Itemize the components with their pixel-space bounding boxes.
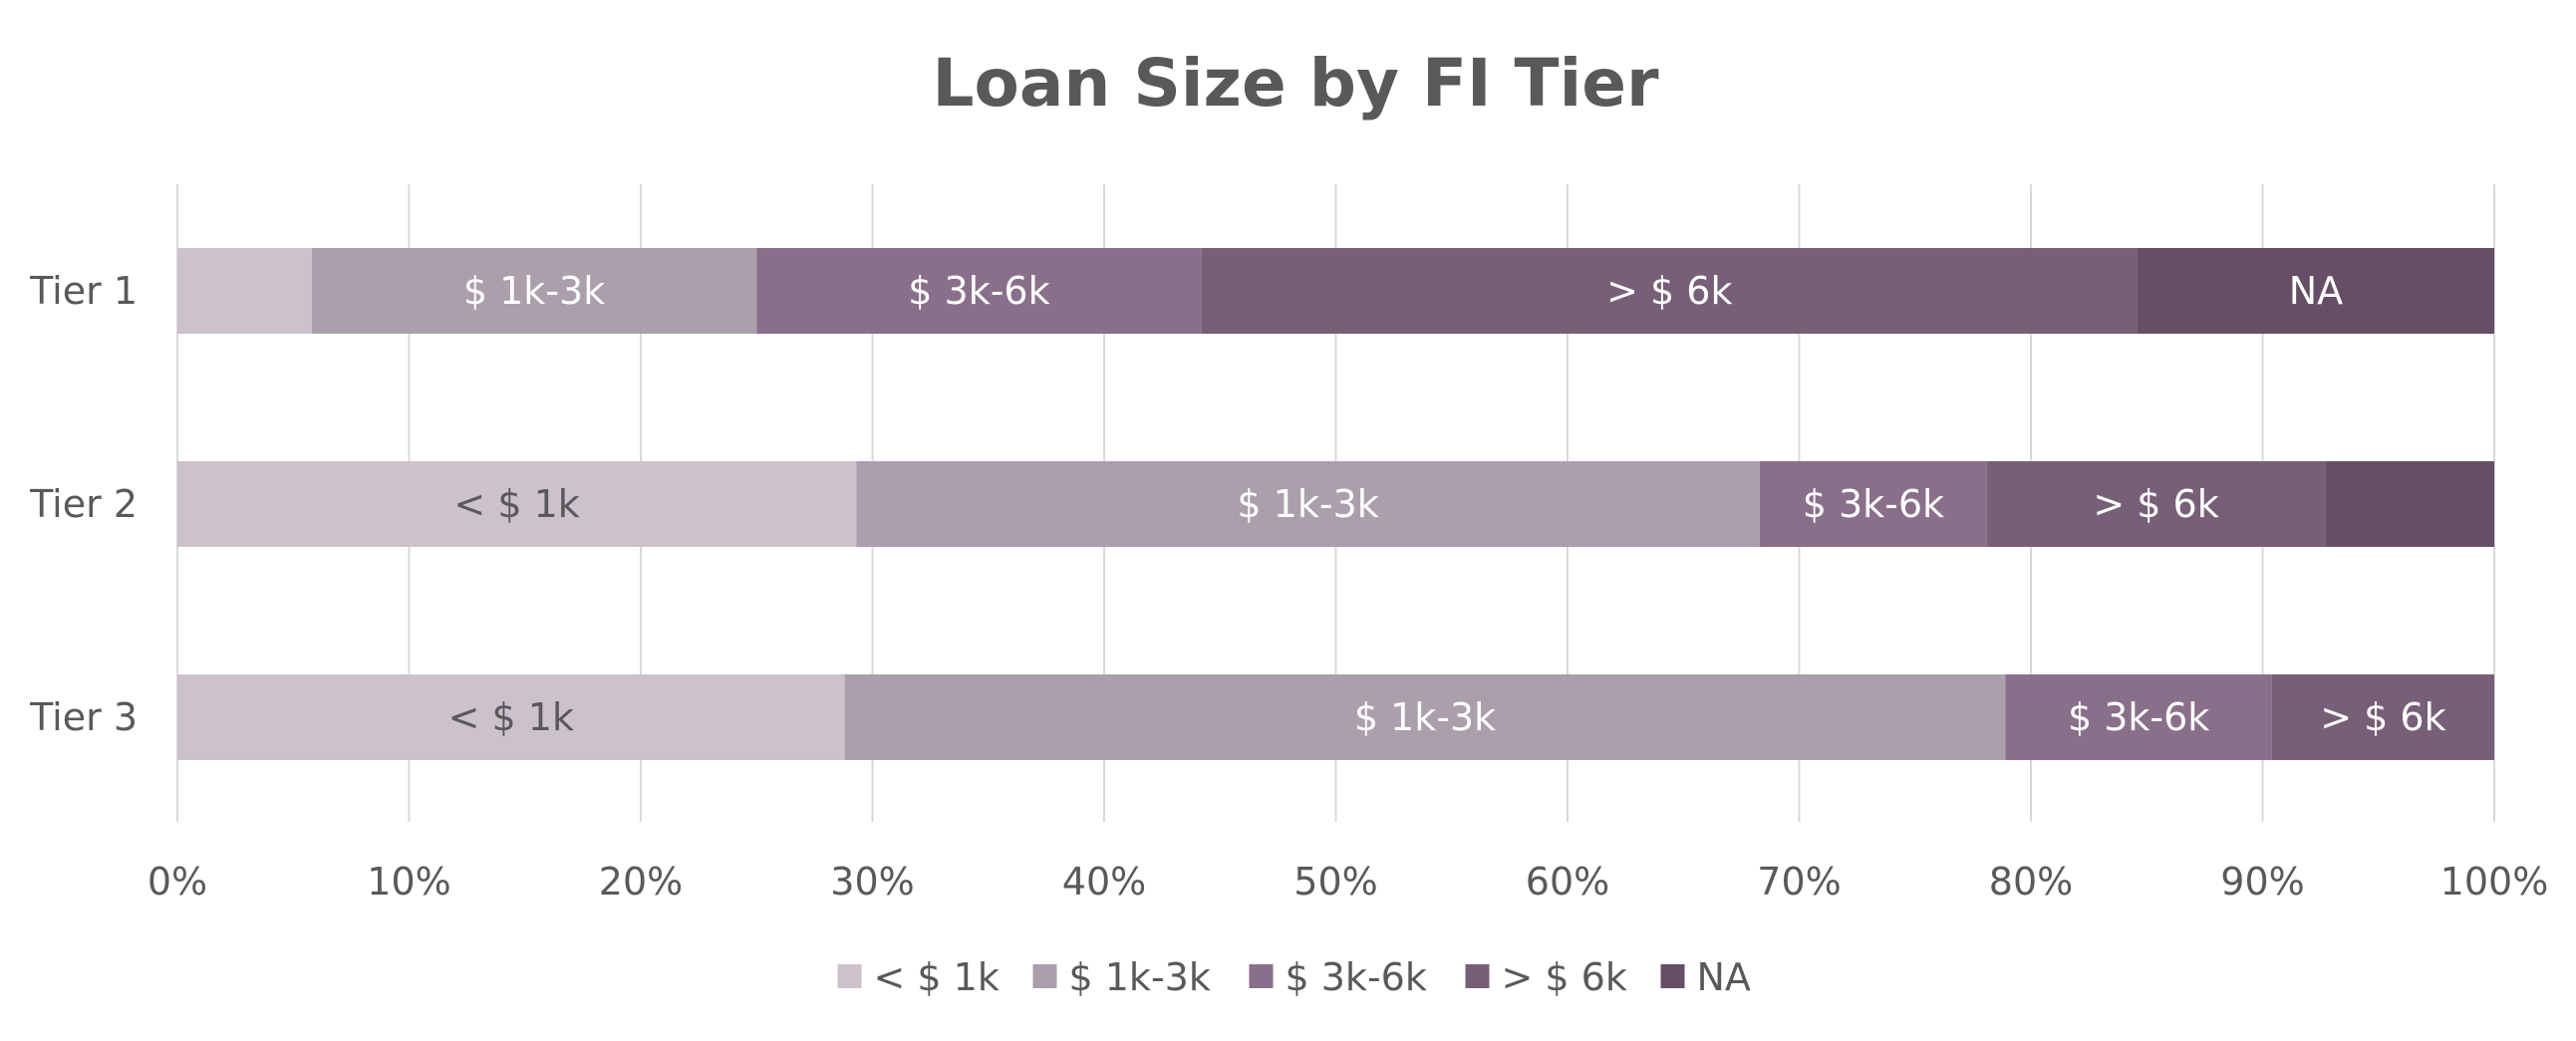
category-labels: Tier 1 Tier 2 Tier 3	[29, 269, 138, 739]
bar-segment	[2325, 461, 2494, 547]
data-label: > $ 6k	[2093, 482, 2218, 526]
category-label: Tier 2	[29, 482, 138, 526]
x-tick-label: 80%	[1989, 860, 2073, 904]
bar-segment	[177, 674, 845, 760]
chart-title: Loan Size by FI Tier	[932, 45, 1658, 122]
data-label: $ 3k-6k	[2068, 695, 2209, 739]
data-label: $ 1k-3k	[1237, 482, 1378, 526]
x-tick-label: 10%	[367, 860, 450, 904]
x-tick-label: 30%	[830, 860, 914, 904]
bar-segment	[1759, 461, 1987, 547]
bar-segment	[756, 248, 1202, 334]
bar-segment	[856, 461, 1760, 547]
bar-segment	[844, 674, 2006, 760]
legend-swatch	[1660, 964, 1685, 988]
bar-segment	[2271, 674, 2494, 760]
x-tick-label: 70%	[1757, 860, 1841, 904]
data-label: NA	[2289, 269, 2343, 313]
legend-label: > $ 6k	[1502, 955, 1627, 999]
x-tick-label: 50%	[1293, 860, 1377, 904]
x-tick-label: 20%	[599, 860, 683, 904]
bar-segment	[177, 248, 312, 334]
legend-swatch	[1465, 964, 1490, 988]
legend: < $ 1k $ 1k-3k $ 3k-6k > $ 6k NA	[837, 955, 1751, 999]
x-tick-label: 60%	[1526, 860, 1609, 904]
category-label: Tier 3	[29, 695, 138, 739]
legend-label: < $ 1k	[874, 955, 1000, 999]
x-tick-label: 90%	[2220, 860, 2304, 904]
data-label: > $ 6k	[2320, 695, 2445, 739]
x-tick-label: 0%	[147, 860, 207, 904]
bar-segment	[2137, 248, 2494, 334]
bar-segment	[1986, 461, 2326, 547]
bars: $ 1k-3k $ 3k-6k > $ 6k NA < $ 1k $ 1k-3k $ 3k-…	[177, 248, 2494, 760]
data-label: < $ 1k	[448, 695, 574, 739]
data-label: $ 1k-3k	[1354, 695, 1496, 739]
data-label: < $ 1k	[453, 482, 579, 526]
data-label: $ 3k-6k	[1803, 482, 1944, 526]
legend-label: $ 3k-6k	[1286, 955, 1427, 999]
data-label: $ 1k-3k	[463, 269, 605, 313]
bar-segment	[177, 461, 857, 547]
x-tick-label: 100%	[2440, 860, 2549, 904]
bar-segment	[2005, 674, 2272, 760]
category-label: Tier 1	[29, 269, 138, 313]
data-label: > $ 6k	[1606, 269, 1732, 313]
legend-swatch	[1032, 964, 1057, 988]
legend-swatch	[1249, 964, 1274, 988]
x-tick-label: 40%	[1062, 860, 1146, 904]
legend-label: NA	[1697, 955, 1751, 999]
bar-segment	[311, 248, 757, 334]
x-axis-ticks: 0% 10% 20% 30% 40% 50% 60% 70% 80% 90% 100%	[147, 860, 2548, 904]
data-label: $ 3k-6k	[908, 269, 1049, 313]
legend-label: $ 1k-3k	[1069, 955, 1211, 999]
bar-segment	[1201, 248, 2138, 334]
legend-swatch	[837, 964, 862, 988]
